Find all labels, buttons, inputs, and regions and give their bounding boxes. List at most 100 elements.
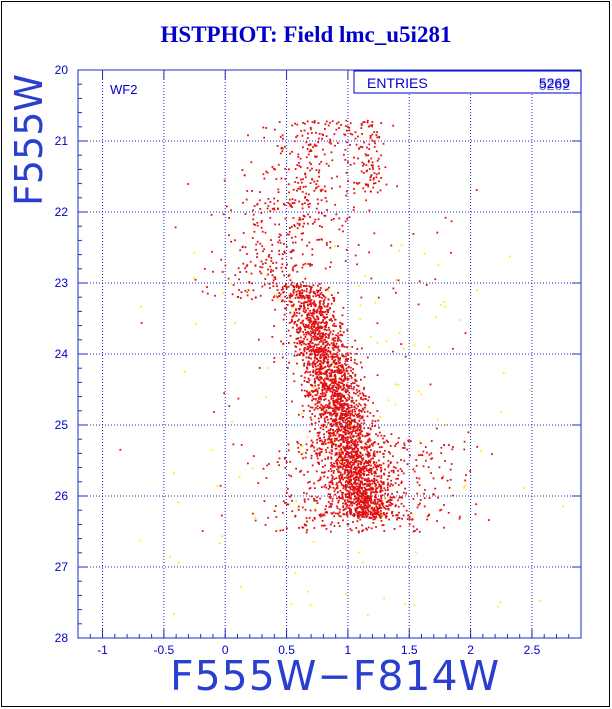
data-point — [380, 154, 383, 157]
data-point — [306, 316, 309, 318]
data-point — [341, 477, 343, 480]
data-point — [316, 323, 319, 325]
data-point — [325, 333, 327, 335]
data-point — [341, 353, 344, 356]
data-point — [336, 351, 339, 354]
data-point — [326, 209, 328, 211]
data-point — [350, 450, 353, 453]
data-point — [335, 438, 338, 441]
data-point — [371, 133, 374, 136]
data-point — [252, 218, 255, 221]
data-point — [316, 405, 319, 407]
data-point — [386, 478, 389, 481]
data-point — [335, 417, 337, 420]
data-point — [355, 483, 357, 486]
data-point — [312, 369, 315, 372]
data-point — [372, 466, 375, 469]
data-point — [318, 171, 320, 174]
data-point — [356, 451, 358, 454]
data-point — [345, 496, 347, 498]
data-point — [356, 422, 359, 425]
data-point — [347, 414, 349, 417]
data-point — [364, 153, 367, 156]
data-point — [375, 491, 378, 494]
data-point — [322, 443, 325, 446]
data-point — [341, 491, 343, 494]
data-point — [409, 440, 412, 442]
data-point — [341, 224, 344, 227]
data-point — [308, 346, 310, 349]
data-point — [383, 513, 385, 516]
data-point — [292, 249, 295, 252]
data-point — [440, 508, 443, 511]
data-point — [369, 179, 372, 181]
data-point — [362, 508, 365, 511]
data-point — [376, 322, 379, 325]
data-point — [299, 218, 302, 221]
data-point — [330, 387, 332, 390]
data-point — [327, 369, 329, 371]
data-point — [296, 134, 299, 137]
data-point — [300, 352, 302, 354]
data-point — [349, 451, 352, 454]
data-point — [348, 420, 350, 423]
data-point — [281, 263, 284, 266]
data-point — [350, 382, 353, 385]
data-point — [334, 245, 336, 247]
data-point — [336, 482, 338, 485]
data-point — [275, 261, 278, 264]
data-point — [285, 307, 288, 310]
data-point — [284, 456, 286, 459]
data-point — [428, 497, 431, 499]
data-point — [282, 500, 285, 503]
data-point — [299, 470, 301, 473]
data-point — [308, 285, 311, 288]
data-point — [319, 348, 321, 350]
data-point — [302, 146, 304, 149]
data-point — [346, 404, 349, 407]
data-point — [334, 346, 336, 348]
data-point — [335, 460, 337, 462]
data-point — [313, 482, 315, 485]
data-point — [319, 362, 322, 365]
data-point — [242, 201, 244, 204]
data-point — [344, 425, 347, 428]
data-point — [291, 284, 294, 287]
data-point — [351, 346, 354, 348]
data-point — [376, 342, 379, 344]
data-point — [321, 440, 324, 443]
data-point — [313, 378, 316, 380]
data-point — [321, 471, 323, 474]
data-point — [341, 364, 344, 366]
data-point — [382, 462, 385, 465]
data-point — [341, 323, 344, 325]
data-point — [381, 514, 384, 516]
data-point — [363, 483, 366, 486]
data-point — [313, 310, 316, 312]
data-point — [361, 366, 363, 369]
data-point — [318, 137, 320, 140]
data-point — [319, 325, 322, 328]
data-point — [340, 372, 343, 375]
data-point — [252, 223, 255, 226]
data-point — [370, 277, 373, 280]
data-point — [339, 450, 342, 453]
data-point — [438, 466, 441, 469]
data-point — [372, 462, 375, 465]
data-point — [311, 331, 314, 334]
data-point — [350, 377, 353, 379]
data-point — [380, 467, 382, 469]
data-point — [343, 372, 346, 374]
data-point — [345, 505, 348, 508]
data-point — [330, 379, 332, 382]
data-point — [350, 467, 352, 470]
data-point — [422, 450, 425, 453]
data-point — [345, 503, 348, 505]
data-point — [342, 478, 344, 481]
data-point — [315, 183, 318, 185]
data-point — [267, 516, 270, 519]
data-point — [313, 302, 316, 304]
data-point — [314, 372, 317, 375]
data-point — [390, 461, 392, 464]
data-point — [430, 440, 433, 442]
